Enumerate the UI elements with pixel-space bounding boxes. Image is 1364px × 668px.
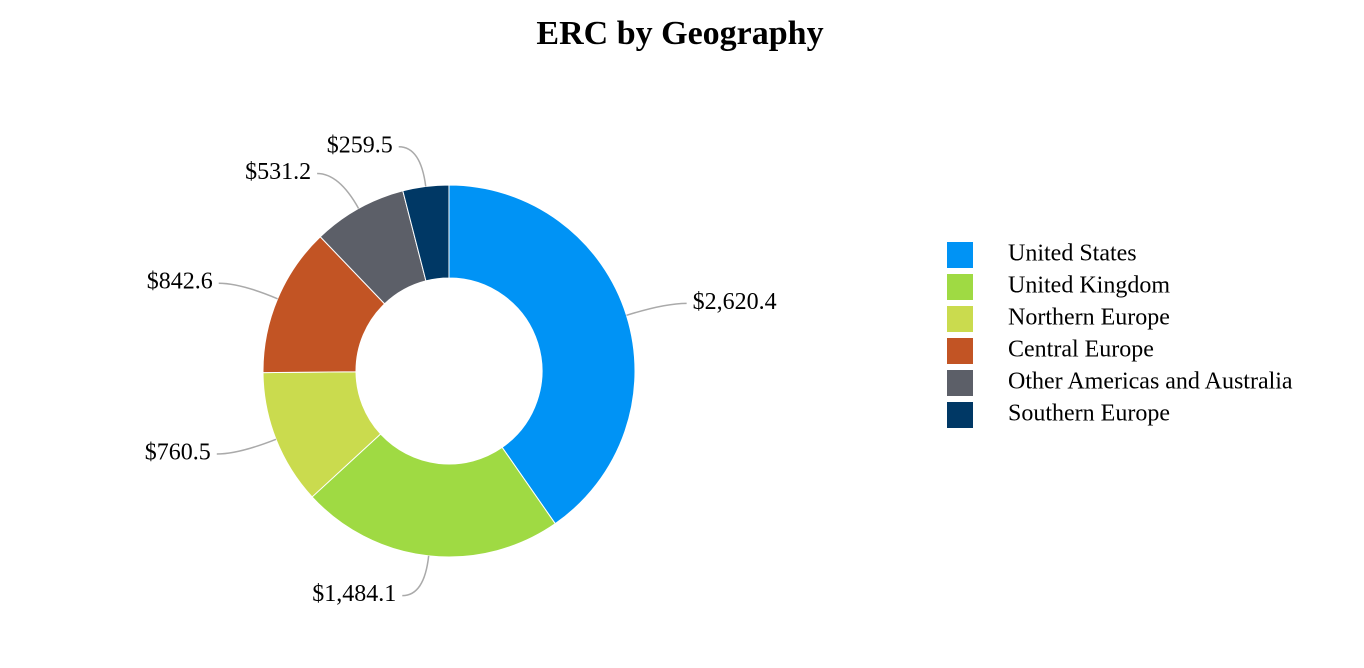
- legend-swatch: [947, 306, 973, 332]
- chart-title: ERC by Geography: [536, 15, 823, 52]
- data-label: $2,620.4: [693, 289, 777, 315]
- legend-label: United States: [1008, 241, 1137, 267]
- legend-label: Other Americas and Australia: [1008, 369, 1293, 395]
- data-label: $842.6: [147, 269, 213, 295]
- legend-swatch: [947, 274, 973, 300]
- leader-line: [218, 282, 278, 300]
- legend-swatch: [947, 370, 973, 396]
- leader-line: [398, 146, 427, 187]
- legend-swatch: [947, 338, 973, 364]
- donut-slice: [448, 184, 636, 525]
- legend-label: United Kingdom: [1008, 273, 1170, 299]
- legend-label: Central Europe: [1008, 337, 1154, 363]
- donut-slice: [402, 184, 450, 282]
- legend-label: Northern Europe: [1008, 305, 1170, 331]
- leader-line: [626, 302, 687, 317]
- legend-label: Southern Europe: [1008, 401, 1170, 427]
- leader-line: [402, 555, 430, 597]
- data-label: $760.5: [145, 440, 211, 466]
- data-label: $531.2: [245, 159, 311, 185]
- legend-swatch: [947, 402, 973, 428]
- legend-swatch: [947, 242, 973, 268]
- donut-slice: [311, 433, 556, 558]
- leader-line: [317, 172, 360, 209]
- data-label: $259.5: [327, 132, 393, 158]
- data-label: $1,484.1: [312, 581, 396, 607]
- leader-line: [216, 438, 277, 455]
